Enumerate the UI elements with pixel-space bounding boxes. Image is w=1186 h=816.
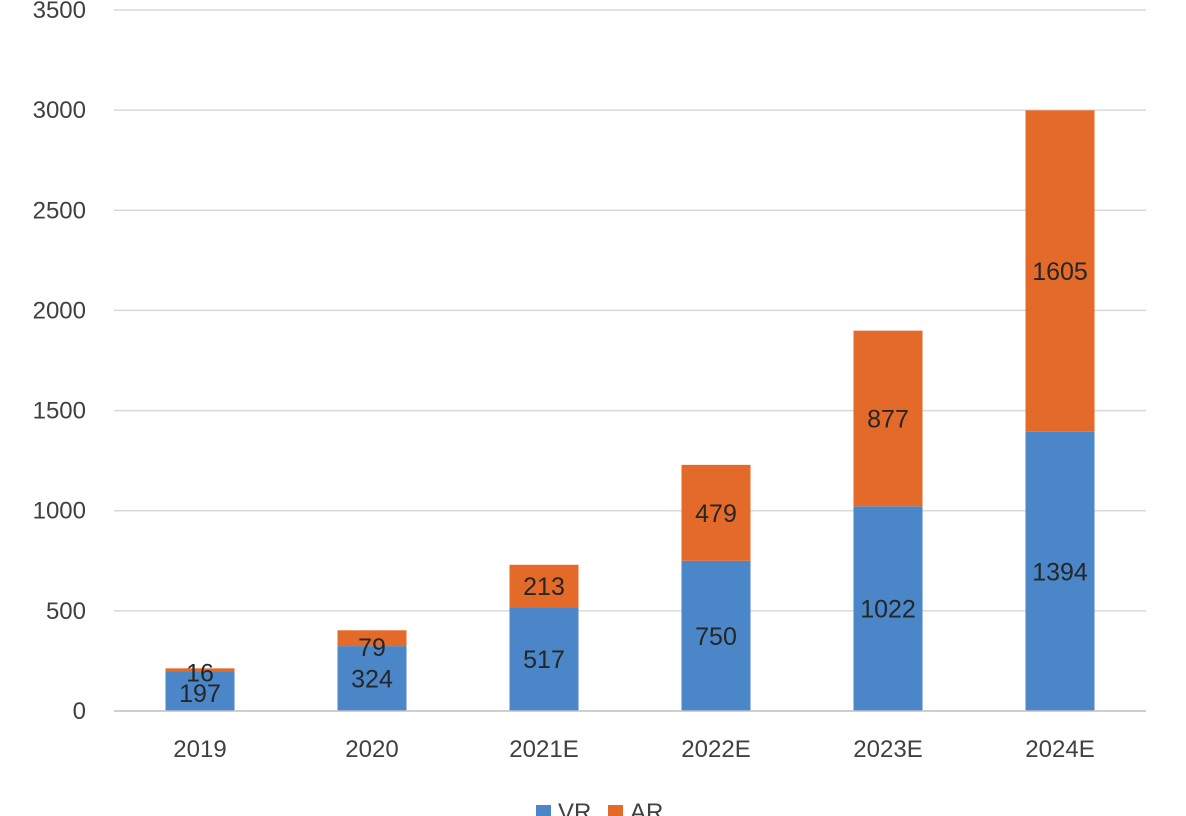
legend-label: VR [558, 799, 591, 816]
x-tick-label: 2019 [173, 736, 226, 763]
x-tick-label: 2022E [681, 736, 750, 763]
data-label-ar: 1605 [1032, 258, 1088, 286]
y-tick-label: 500 [46, 598, 86, 625]
bar-vr-2021e [509, 607, 579, 711]
bar-vr-2020 [337, 646, 407, 711]
y-tick-label: 1500 [33, 398, 86, 425]
y-tick-label: 0 [73, 698, 86, 725]
x-tick-label: 2020 [345, 736, 398, 763]
x-tick-label: 2023E [853, 736, 922, 763]
bars [165, 110, 1095, 711]
bar-ar-2020 [337, 630, 407, 647]
bar-ar-2022e [681, 464, 751, 561]
bar-vr-2019 [165, 671, 235, 711]
bar-vr-2023e [853, 506, 923, 711]
gridlines [114, 9, 1146, 612]
data-label-ar: 79 [358, 634, 386, 662]
data-label-vr: 1022 [860, 596, 916, 624]
bar-vr-2022e [681, 560, 751, 711]
x-tick-label: 2024E [1025, 736, 1094, 763]
legend-label: AR [630, 799, 663, 816]
bar-ar-2024e [1025, 110, 1095, 432]
y-tick-label: 2500 [33, 197, 86, 224]
bar-ar-2023e [853, 330, 923, 507]
data-label-vr: 324 [351, 666, 393, 694]
y-tick-label: 3500 [33, 0, 86, 24]
y-axis-ticks: 0 500 1000 1500 2000 2500 3000 3500 [33, 0, 86, 725]
data-label-vr: 517 [523, 646, 565, 674]
bar-ar-2021e [509, 564, 579, 608]
y-tick-label: 2000 [33, 297, 86, 324]
bar-vr-2024e [1025, 431, 1095, 711]
x-tick-label: 2021E [509, 736, 578, 763]
legend-item-vr: VR [536, 799, 591, 816]
data-label-ar: 16 [186, 660, 214, 688]
bar-ar-2019 [165, 668, 235, 672]
data-label-ar: 877 [867, 405, 909, 433]
legend-item-ar: AR [608, 799, 663, 816]
data-label-vr: 750 [695, 623, 737, 651]
data-label-ar: 479 [695, 500, 737, 528]
data-label-vr: 1394 [1032, 558, 1088, 586]
legend-swatch [536, 805, 551, 816]
x-axis-ticks: 2019 2020 2021E 2022E 2023E 2024E [173, 736, 1094, 763]
y-tick-label: 1000 [33, 498, 86, 525]
legend-swatch [608, 805, 623, 816]
legend: VR AR [536, 799, 663, 816]
data-label-vr: 197 [179, 680, 221, 708]
y-tick-label: 3000 [33, 97, 86, 124]
data-label-ar: 213 [523, 573, 565, 601]
